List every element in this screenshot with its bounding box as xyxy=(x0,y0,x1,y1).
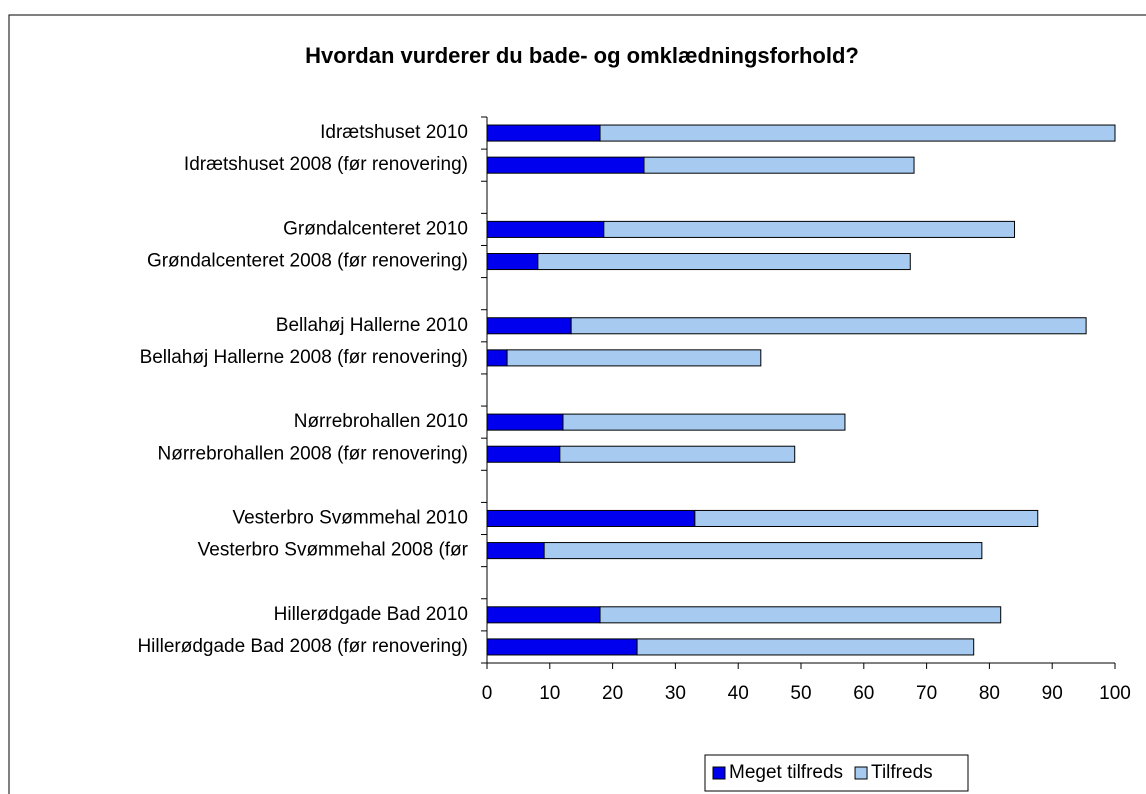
bar-segment xyxy=(486,606,601,624)
y-tick-label: Idrætshuset 2010 xyxy=(320,122,468,143)
bar-segment xyxy=(570,317,1087,335)
bar-segment xyxy=(486,156,645,174)
x-tick-label: 90 xyxy=(1042,683,1063,704)
bar-segment xyxy=(599,606,1002,624)
bar-segment xyxy=(506,349,762,367)
x-tick-label: 70 xyxy=(916,683,937,704)
x-tick-label: 40 xyxy=(728,683,749,704)
bar-segment xyxy=(486,317,572,335)
bar-segment xyxy=(559,445,796,463)
chart-frame xyxy=(8,14,1146,794)
y-tick-label: Bellahøj Hallerne 2008 (før renovering) xyxy=(140,347,468,368)
bar-segment xyxy=(486,542,545,560)
x-tick-label: 50 xyxy=(790,683,811,704)
bar-segment xyxy=(543,542,983,560)
y-tick-label: Hillerødgade Bad 2010 xyxy=(274,604,468,625)
bar-segment xyxy=(486,253,539,271)
x-tick-label: 80 xyxy=(979,683,1000,704)
legend-label: Meget tilfreds xyxy=(729,762,843,783)
chart-title: Hvordan vurderer du bade- og omklædnings… xyxy=(305,43,859,68)
y-tick-label: Idrætshuset 2008 (før renovering) xyxy=(184,154,468,175)
bar-segment xyxy=(486,349,508,367)
x-tick-label: 0 xyxy=(482,683,493,704)
legend-swatch xyxy=(712,766,726,780)
x-tick-label: 10 xyxy=(539,683,560,704)
y-tick-label: Grøndalcenteret 2008 (før renovering) xyxy=(147,251,468,272)
y-tick-label: Nørrebrohallen 2008 (før renovering) xyxy=(158,443,468,464)
bar-segment xyxy=(599,124,1116,142)
y-tick-label: Vesterbro Svømmehal 2008 (før xyxy=(198,540,469,561)
x-tick-label: 30 xyxy=(665,683,686,704)
y-tick-label: Bellahøj Hallerne 2010 xyxy=(276,315,468,336)
bar-segment xyxy=(694,509,1039,527)
bar-segment xyxy=(636,638,975,656)
bar-segment xyxy=(486,124,601,142)
y-tick-label: Nørrebrohallen 2010 xyxy=(294,411,468,432)
bar-segment xyxy=(486,638,638,656)
bar-segment xyxy=(562,413,846,431)
bar-segment xyxy=(486,509,696,527)
bar-segment xyxy=(486,413,564,431)
legend-label: Tilfreds xyxy=(871,762,933,783)
y-tick-label: Hillerødgade Bad 2008 (før renovering) xyxy=(137,636,468,657)
x-tick-label: 60 xyxy=(853,683,874,704)
bar-segment xyxy=(603,220,1016,238)
bar-segment xyxy=(643,156,915,174)
bar-segment xyxy=(486,220,605,238)
bar-segment xyxy=(486,445,561,463)
legend-swatch xyxy=(854,766,868,780)
bar-segment xyxy=(537,253,911,271)
x-tick-label: 100 xyxy=(1099,683,1131,704)
y-tick-label: Vesterbro Svømmehal 2010 xyxy=(232,507,468,528)
y-tick-label: Grøndalcenteret 2010 xyxy=(283,218,468,239)
x-tick-label: 20 xyxy=(602,683,623,704)
legend-box xyxy=(704,754,969,792)
